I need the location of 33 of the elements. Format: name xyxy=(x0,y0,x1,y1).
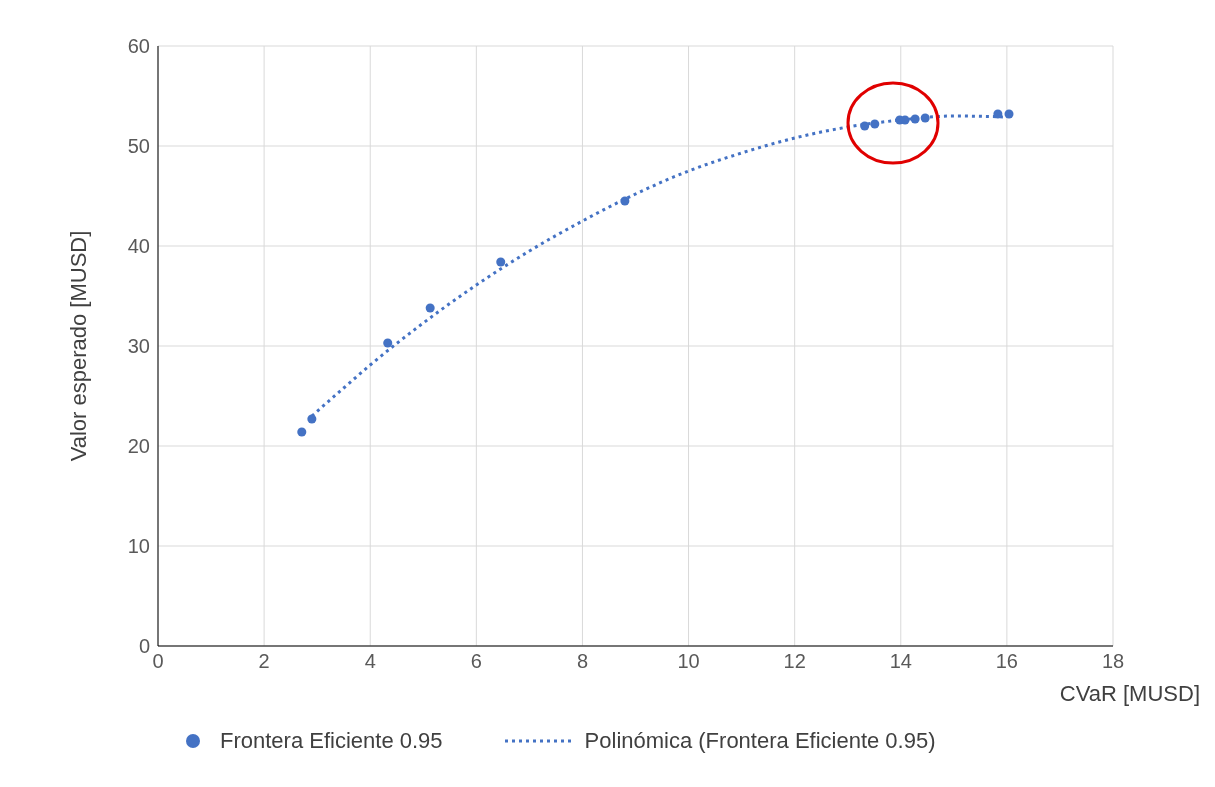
point xyxy=(1004,109,1014,119)
point xyxy=(920,113,930,123)
y-tick-label: 60 xyxy=(127,35,150,58)
legend-label: Frontera Eficiente 0.95 xyxy=(220,728,443,754)
point xyxy=(425,303,435,313)
y-axis-title: Valor esperado [MUSD] xyxy=(65,230,91,462)
y-tick-label: 50 xyxy=(127,135,150,158)
x-axis-title: CVaR [MUSD] xyxy=(1059,681,1200,706)
x-tick-label: 4 xyxy=(364,650,376,673)
point xyxy=(993,109,1003,119)
x-tick-label: 8 xyxy=(576,650,589,673)
point xyxy=(620,196,630,206)
x-tick-label: 10 xyxy=(677,650,700,673)
x-tick-label: 2 xyxy=(258,650,270,673)
x-tick-label: 0 xyxy=(152,650,164,673)
y-tick-label: 0 xyxy=(138,635,150,658)
x-tick-label: 12 xyxy=(783,650,806,673)
legend-label: Polinómica (Frontera Eficiente 0.95) xyxy=(584,728,936,754)
x-tick-label: 14 xyxy=(889,650,912,673)
point xyxy=(910,114,920,124)
point xyxy=(870,119,880,129)
y-tick-label: 40 xyxy=(127,235,150,258)
x-tick-label: 6 xyxy=(470,650,482,673)
x-tick-label: 16 xyxy=(995,650,1019,673)
y-tick-label: 30 xyxy=(127,335,150,358)
point xyxy=(496,257,506,267)
point xyxy=(860,121,870,131)
point xyxy=(383,338,393,348)
y-tick-label: 20 xyxy=(127,435,150,458)
point xyxy=(307,414,317,424)
y-tick-label: 10 xyxy=(127,535,150,558)
point xyxy=(297,427,307,437)
x-tick-label: 18 xyxy=(1101,650,1125,673)
